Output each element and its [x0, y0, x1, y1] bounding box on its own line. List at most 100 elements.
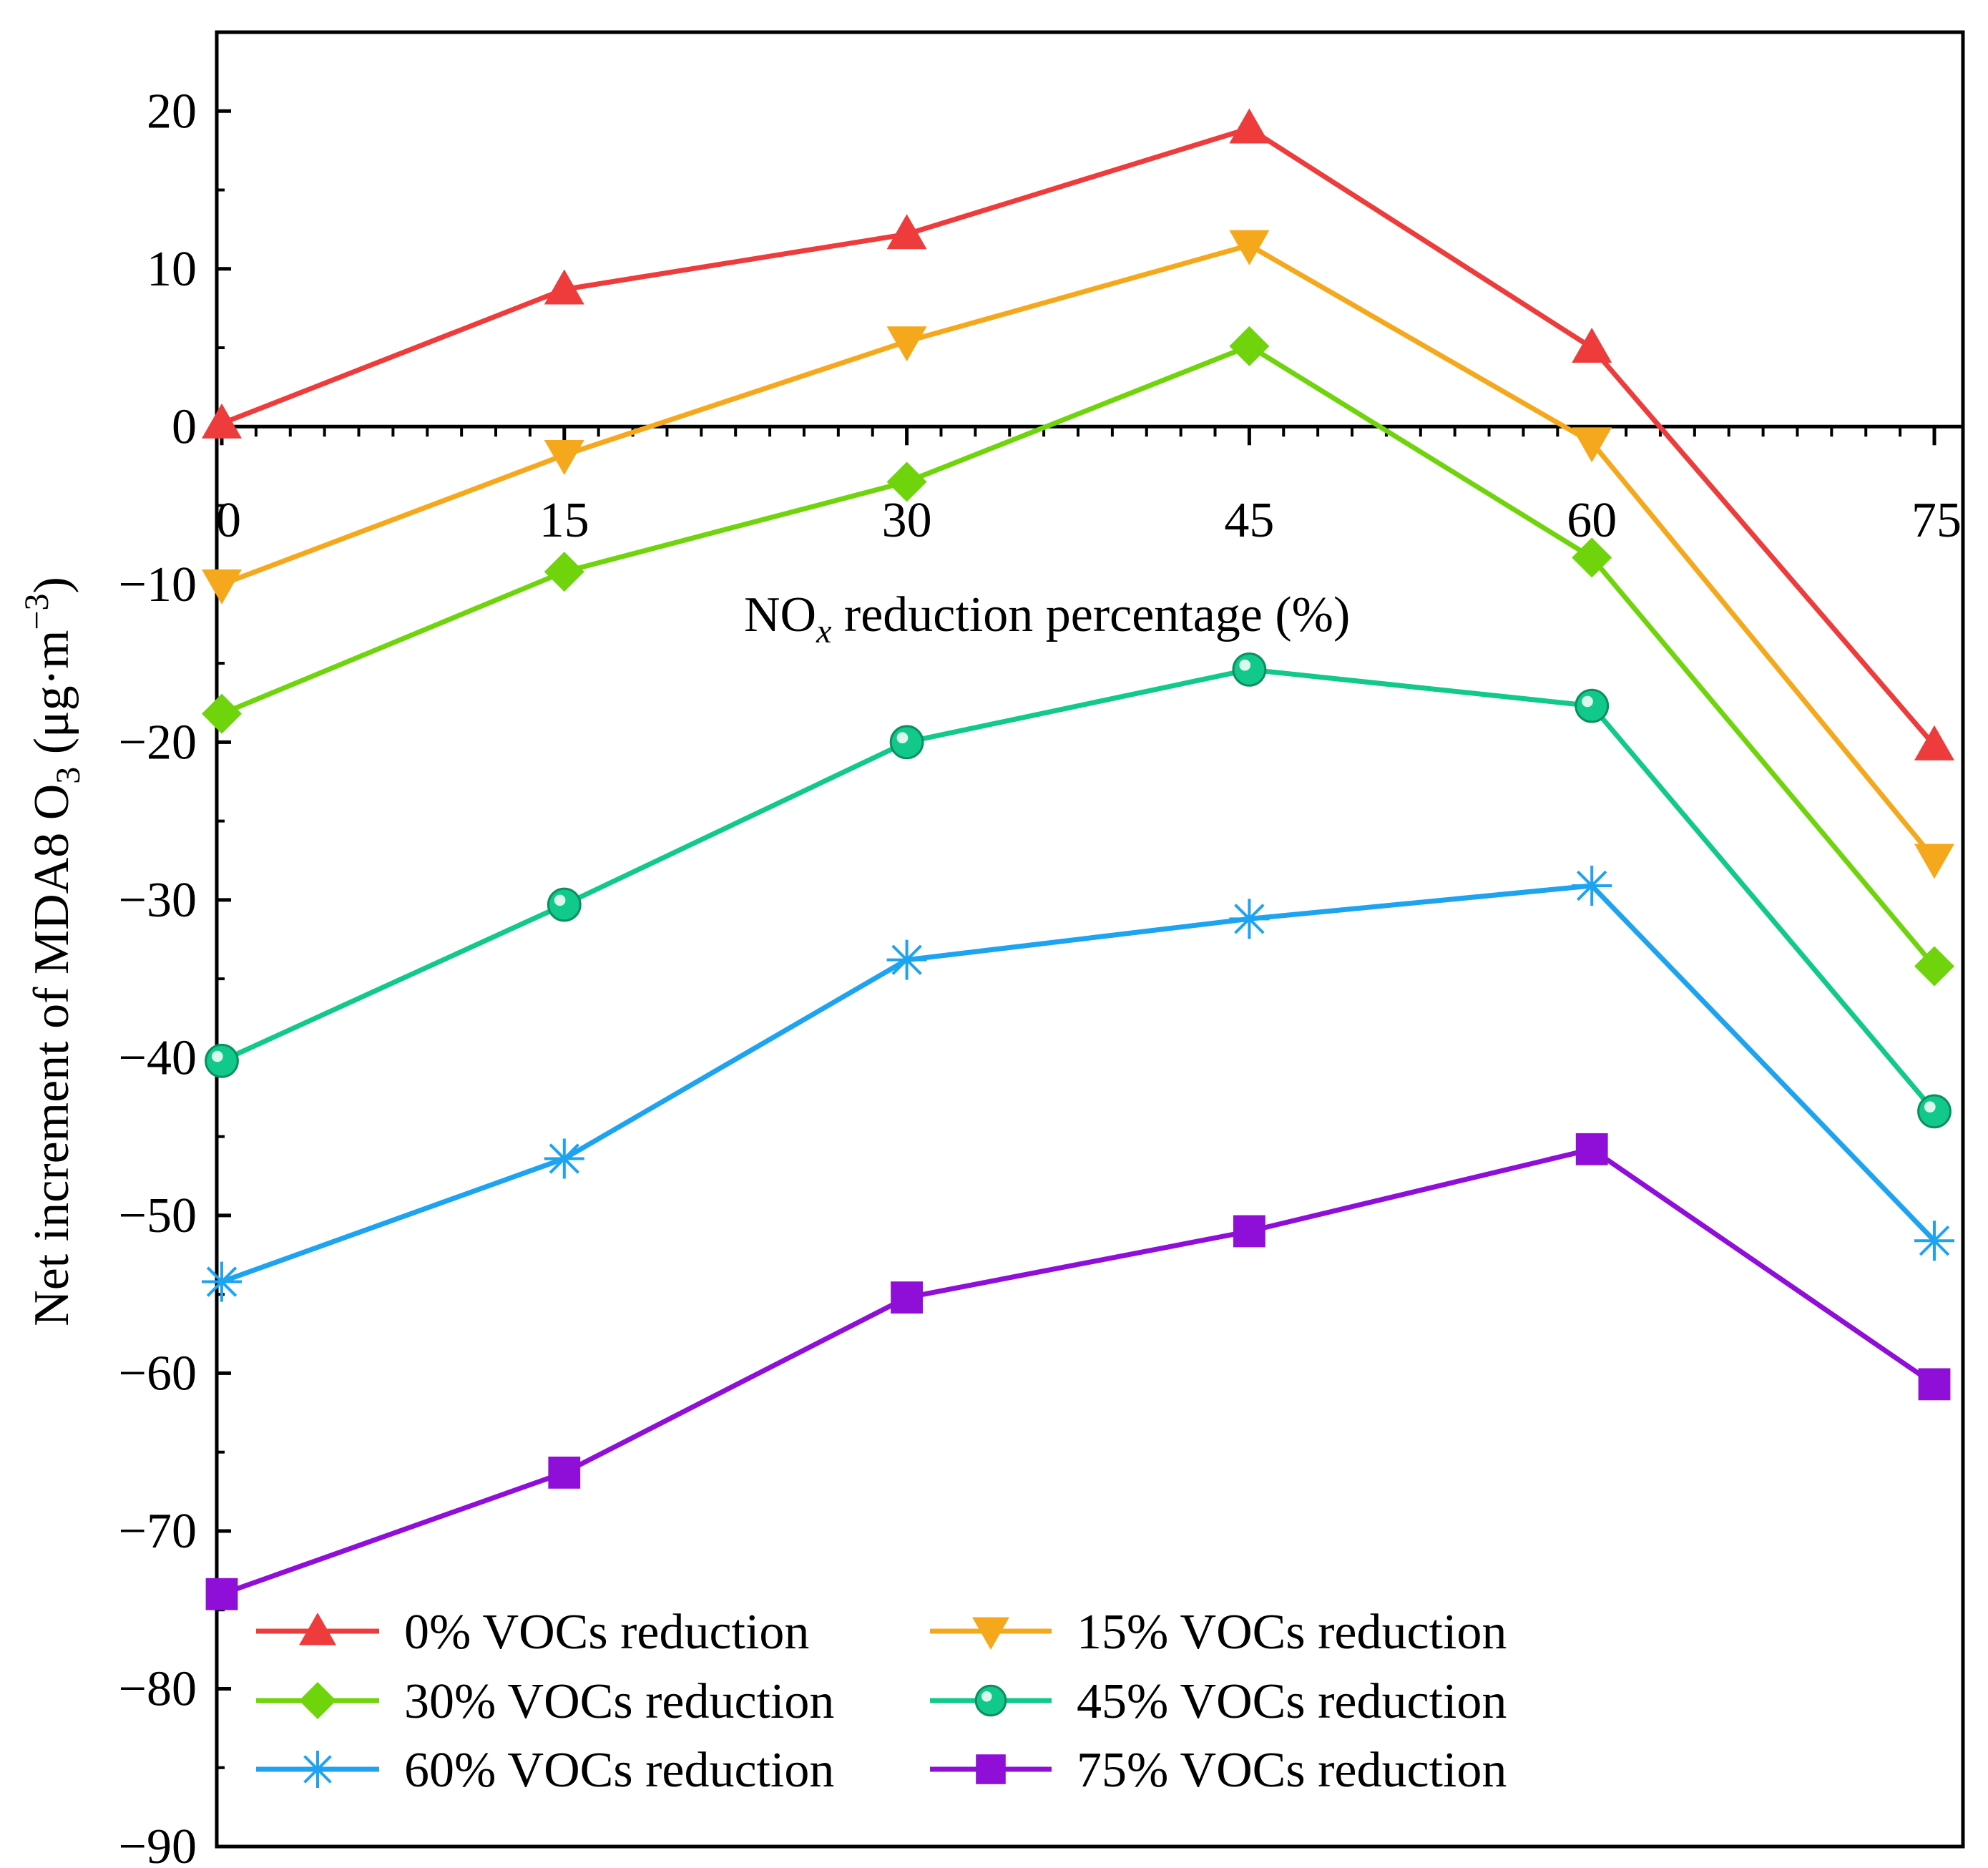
diamond-marker — [886, 461, 927, 502]
x-axis-label-subscript: x — [816, 612, 831, 650]
series-30-vocs-reduction — [202, 326, 1954, 987]
legend-item: 75% VOCs reduction — [930, 1743, 1507, 1798]
y-tick-label: −90 — [119, 1819, 197, 1868]
circle-marker-body — [1575, 688, 1610, 723]
diamond-marker — [1229, 326, 1270, 366]
circle-marker — [1232, 652, 1267, 687]
triangle-down-marker — [1914, 843, 1954, 879]
triangle-up-marker — [202, 403, 242, 439]
y-tick-label: 20 — [147, 84, 197, 139]
diamond-marker — [202, 693, 242, 734]
x-tick-label: 45 — [1224, 493, 1274, 548]
circle-marker-body — [1917, 1094, 1952, 1129]
legend-label: 0% VOCs reduction — [404, 1605, 809, 1660]
series-line — [220, 126, 1936, 748]
diamond-marker — [1914, 946, 1954, 987]
y-tick-label: −50 — [119, 1188, 197, 1243]
asterisk-marker — [1229, 899, 1270, 939]
circle-marker-highlight — [1582, 695, 1593, 708]
diamond-marker — [299, 1682, 336, 1719]
asterisk-marker — [1914, 1221, 1954, 1261]
series-line — [220, 883, 1936, 1284]
legend: 0% VOCs reduction 15% VOCs reduction 30% V… — [256, 1605, 1507, 1798]
triangle-down-marker — [886, 326, 927, 362]
legend-item: 60% VOCs reduction — [256, 1743, 834, 1798]
asterisk-stroke — [1919, 1225, 1950, 1256]
circle-marker-highlight — [896, 732, 909, 744]
y-axis-label-subscript: 3 — [49, 767, 87, 784]
asterisk-stroke — [1234, 904, 1265, 934]
asterisk-marker — [299, 1751, 336, 1788]
triangle-up-marker — [1914, 725, 1954, 761]
y-tick-label: 10 — [147, 242, 197, 297]
square-marker — [976, 1754, 1006, 1784]
y-tick-label: −30 — [119, 873, 197, 928]
series-75-vocs-reduction — [205, 1133, 1951, 1610]
asterisk-stroke — [549, 1143, 580, 1174]
y-tick-label: −60 — [119, 1346, 197, 1401]
square-marker — [548, 1456, 581, 1489]
legend-label: 60% VOCs reduction — [404, 1743, 834, 1798]
y-tick-label: 0 — [172, 399, 197, 454]
series-line — [220, 667, 1936, 1113]
y-tick-label: −70 — [119, 1504, 197, 1559]
series-60-vocs-reduction — [202, 866, 1954, 1302]
x-tick-label: 75 — [1911, 493, 1962, 548]
triangle-up-marker — [299, 1613, 336, 1645]
circle-marker-body — [205, 1043, 239, 1078]
square-marker — [1233, 1215, 1265, 1248]
asterisk-marker — [202, 1261, 242, 1302]
legend-label: 30% VOCs reduction — [404, 1674, 834, 1729]
circle-marker-highlight — [1924, 1101, 1936, 1113]
circle-marker-body — [889, 725, 924, 760]
legend-label: 15% VOCs reduction — [1077, 1605, 1507, 1660]
y-axis-label-mid: (μg·m — [24, 630, 79, 767]
series-45-vocs-reduction — [205, 652, 1952, 1129]
series-line — [220, 243, 1936, 861]
y-tick-label: −80 — [119, 1661, 197, 1716]
triangle-up-marker — [886, 214, 927, 250]
circle-marker-body — [1232, 652, 1267, 687]
triangle-up-marker — [1572, 328, 1612, 363]
y-tick-label: −10 — [119, 557, 197, 612]
y-axis-label: Net increment of MDA8 O3 (μg·m−3) — [18, 577, 87, 1326]
legend-label: 45% VOCs reduction — [1077, 1674, 1507, 1729]
square-marker — [205, 1578, 238, 1610]
triangle-down-marker — [972, 1617, 1009, 1650]
asterisk-stroke — [303, 1755, 332, 1784]
circle-marker-body — [974, 1684, 1007, 1717]
asterisk-stroke — [206, 1266, 238, 1297]
x-axis-label: NOx reduction percentage (%) — [744, 587, 1350, 650]
diamond-marker — [544, 552, 584, 592]
circle-marker — [1917, 1094, 1952, 1129]
legend-item: 30% VOCs reduction — [256, 1674, 834, 1729]
circle-marker — [889, 725, 924, 760]
asterisk-marker — [1572, 866, 1612, 906]
x-axis-label-main: NO — [744, 587, 816, 642]
legend-item: 15% VOCs reduction — [930, 1605, 1507, 1660]
x-tick-label: 0 — [216, 493, 241, 548]
triangle-up-marker — [1229, 108, 1270, 144]
y-axis-label-suffix: ) — [24, 577, 79, 593]
asterisk-marker — [544, 1138, 584, 1179]
asterisk-stroke — [891, 944, 922, 975]
square-marker — [1918, 1368, 1951, 1401]
x-tick-label: 15 — [539, 493, 589, 548]
y-axis-label-superscript: −3 — [18, 593, 56, 630]
series-line — [220, 343, 1936, 968]
legend-item: 0% VOCs reduction — [256, 1605, 809, 1660]
plot-frame — [215, 30, 1965, 1849]
circle-marker-highlight — [981, 1691, 992, 1702]
asterisk-marker — [886, 939, 927, 980]
circle-marker — [205, 1043, 239, 1078]
series-layer — [202, 108, 1954, 1610]
series-15-vocs-reduction — [202, 230, 1954, 879]
circle-marker-highlight — [554, 894, 566, 906]
triangle-down-marker — [544, 439, 584, 475]
x-tick-label: 30 — [882, 493, 932, 548]
triangle-down-marker — [1229, 230, 1270, 265]
square-marker — [1575, 1133, 1608, 1165]
y-axis: 20 10 0 −10 −20 −30 −40 −50 −60 −70 −80 −90 — [119, 84, 231, 1868]
asterisk-stroke — [1576, 870, 1607, 901]
